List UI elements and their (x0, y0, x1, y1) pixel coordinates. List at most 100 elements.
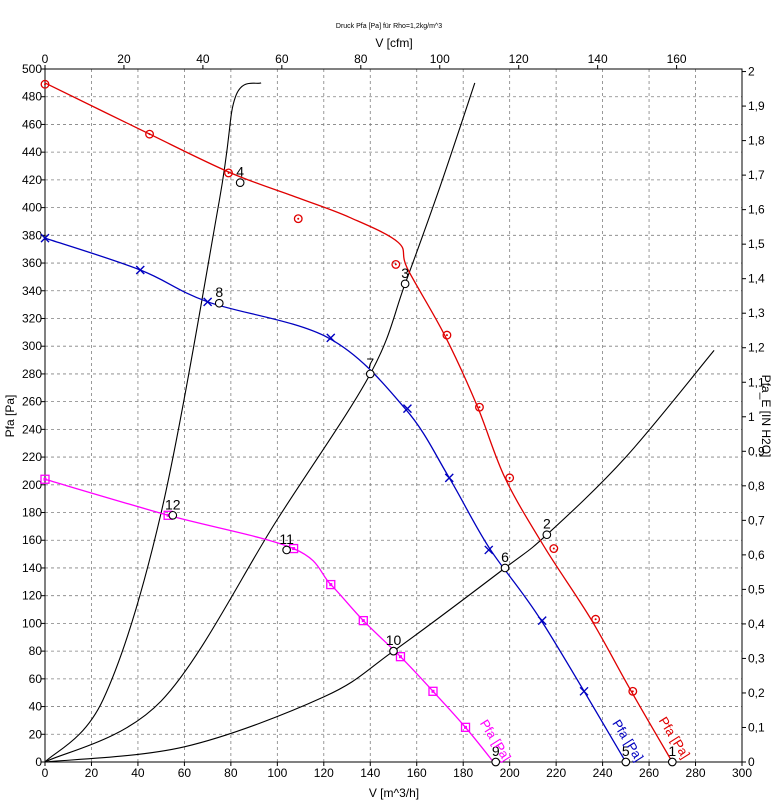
y2-tick-label: 1,8 (748, 134, 765, 148)
data-point-square-center (166, 513, 170, 517)
y-tick-label: 380 (22, 228, 42, 242)
chart-title: Druck Pfa [Pa] für Rho=1,2kg/m^3 (336, 23, 442, 30)
data-point-circle-center (508, 476, 511, 479)
data-point-circle (293, 214, 303, 224)
y-axis-label: Pfa [Pa] (3, 395, 17, 438)
operating-point-marker (500, 563, 510, 573)
x-axis-label: V [m^3/h] (369, 786, 419, 800)
data-point-circle-center (227, 171, 230, 174)
data-point-square (460, 722, 471, 732)
x2-tick-label: 100 (430, 52, 450, 66)
operating-point-marker (168, 510, 178, 520)
data-point-cross (326, 333, 336, 343)
y-tick-label: 80 (29, 644, 43, 658)
x-tick-label: 120 (314, 766, 334, 780)
y2-tick-label: 1,6 (748, 203, 765, 217)
y-tick-label: 420 (22, 173, 42, 187)
x-tick-label: 240 (593, 766, 613, 780)
data-point-square-center (329, 583, 333, 587)
x2-tick-label: 80 (354, 52, 368, 66)
operating-point-marker (389, 646, 398, 656)
operating-point-label: 7 (366, 355, 374, 371)
plot-frame (44, 68, 743, 763)
operating-point-marker (400, 279, 410, 289)
y-tick-label: 120 (22, 589, 42, 603)
grid (45, 69, 742, 762)
data-point-square (326, 579, 336, 590)
operating-point-marker (214, 298, 224, 308)
data-point-circle (391, 259, 401, 269)
y-tick-label: 320 (22, 311, 42, 325)
operating-point-marker (491, 757, 501, 767)
data-point-circle (591, 614, 601, 624)
y-tick-label: 480 (22, 90, 42, 104)
x-tick-label: 180 (453, 766, 473, 780)
data-point-circle (40, 79, 50, 89)
axes: 0 20 40 60 80 100 120 140 160 180 200 220 240 260 280 3… (22, 52, 765, 780)
operating-point-label: 4 (236, 164, 244, 180)
data-point-cross (484, 545, 494, 555)
y-tick-label: 60 (29, 672, 43, 686)
x2-tick-label: 0 (42, 52, 49, 66)
y2-tick-label: 1 (748, 410, 755, 424)
data-point-circle (549, 544, 559, 554)
data-point-circle (475, 402, 484, 412)
operating-point-marker (235, 178, 245, 188)
y-tick-label: 220 (22, 450, 42, 464)
data-point-circle (442, 330, 452, 340)
x2-tick-label: 20 (117, 52, 131, 66)
data-point-circle-center (148, 133, 151, 136)
y-tick-label: 20 (29, 727, 43, 741)
y2-tick-label: 0,3 (748, 651, 765, 665)
x-tick-label: 60 (178, 766, 192, 780)
data-point-square-center (292, 547, 296, 551)
y-tick-label: 360 (22, 256, 42, 270)
system-curves (44, 82, 715, 763)
data-point-square-center (464, 725, 468, 729)
x2-tick-label: 40 (196, 52, 210, 66)
data-point-circle-center (297, 217, 300, 220)
y2-tick-label: 1,3 (748, 306, 765, 320)
data-point-circle-center (44, 83, 46, 86)
y-tick-label: 200 (22, 478, 42, 492)
operating-point-label: 3 (401, 265, 409, 281)
data-point-square-center (361, 619, 365, 623)
operating-point-marker (542, 530, 552, 540)
data-point-circle (505, 473, 515, 483)
data-point-circle-center (394, 263, 397, 266)
y-tick-label: 500 (22, 62, 42, 76)
x2-tick-label: 60 (275, 52, 289, 66)
operating-point-marker (282, 545, 291, 555)
y2-tick-label: 0,6 (748, 548, 765, 562)
y2-tick-label: 1,9 (748, 99, 765, 113)
operating-point-label: 8 (215, 284, 223, 300)
data-point-square-center (43, 477, 47, 481)
operating-point-label: 10 (386, 632, 402, 648)
y-tick-label: 180 (22, 506, 42, 520)
x-tick-label: 280 (686, 766, 706, 780)
x2-axis-label: V [cfm] (375, 36, 412, 50)
operating-point-marker (667, 757, 677, 767)
x-tick-label: 40 (131, 766, 145, 780)
data-point-square (395, 652, 406, 662)
y-tick-label: 260 (22, 395, 42, 409)
y2-tick-label: 1,7 (748, 168, 765, 182)
operating-point-label: 5 (622, 743, 630, 759)
y2-tick-label: 2 (748, 65, 755, 79)
y-tick-label: 0 (35, 755, 42, 769)
y-tick-label: 460 (22, 117, 42, 131)
data-point-circle-center (445, 334, 448, 337)
x2-tick-label: 120 (509, 52, 529, 66)
operating-point-marker (621, 757, 631, 767)
operating-point-label: 11 (279, 531, 294, 547)
y-tick-label: 160 (22, 533, 42, 547)
data-point-circle (224, 168, 233, 178)
system-curve (44, 350, 715, 763)
y2-tick-label: 0,7 (748, 513, 765, 527)
operating-point-label: 12 (165, 496, 181, 512)
system-curve (44, 82, 262, 763)
y-tick-label: 240 (22, 422, 42, 436)
data-point-cross (203, 297, 213, 307)
